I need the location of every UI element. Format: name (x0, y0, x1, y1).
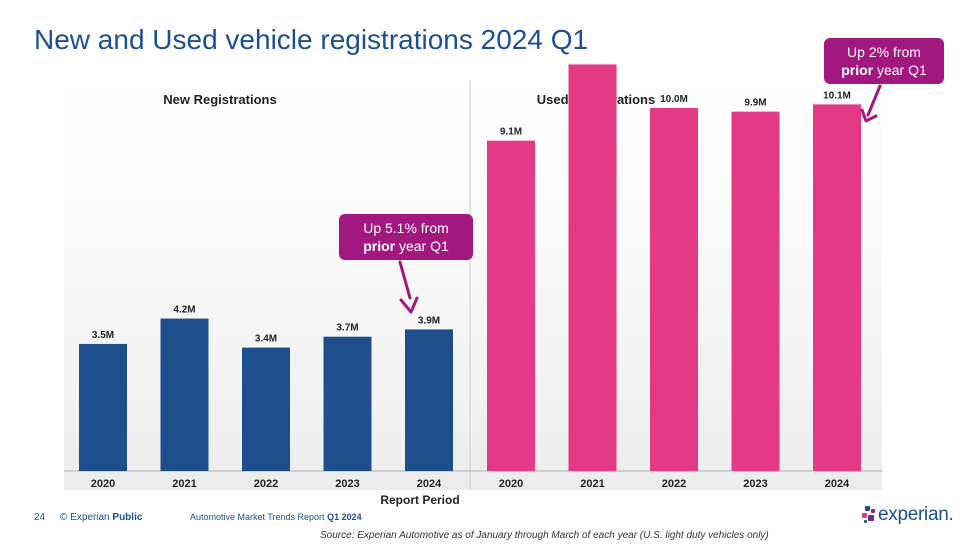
bar-0-2023 (323, 336, 372, 471)
data-label-1-2020: 9.1M (500, 127, 522, 138)
panel-title-0: New Registrations (163, 92, 276, 107)
page-number: 24 (34, 512, 46, 523)
new-callout-arrow (398, 260, 412, 300)
new-callout-bold: prior (363, 238, 396, 254)
data-label-1-2024: 10.1M (823, 90, 851, 101)
tick-label-0-2021: 2021 (172, 478, 196, 490)
data-label-0-2020: 3.5M (92, 330, 114, 341)
tick-label-0-2020: 2020 (91, 478, 115, 490)
experian-logo: experian. (862, 504, 954, 526)
used-callout: Up 2% from prior year Q1 (824, 38, 944, 84)
used-callout-arrow (866, 84, 882, 117)
source-note: Source: Experian Automotive as of Januar… (320, 530, 769, 541)
logo-text: experian. (878, 504, 954, 525)
bar-1-2020 (487, 140, 535, 472)
new-callout-rest: year Q1 (395, 238, 449, 254)
new-callout-arrowhead (399, 296, 419, 314)
data-label-1-2022: 10.0M (660, 94, 688, 105)
classification-text: Public (112, 512, 143, 523)
data-label-1-2023: 9.9M (744, 98, 766, 109)
bar-1-2023 (731, 111, 780, 471)
footer-copyright: © Experian Public (60, 512, 142, 523)
tick-label-1-2020: 2020 (499, 478, 523, 490)
data-label-0-2023: 3.7M (336, 323, 358, 334)
bar-1-2024 (813, 104, 861, 472)
bar-0-2022 (242, 347, 290, 471)
page-title: New and Used vehicle registrations 2024 … (34, 24, 589, 55)
logo-dots-icon (862, 506, 876, 524)
used-callout-bold: prior (841, 62, 874, 78)
footer-report: Automotive Market Trends Report Q1 2024 (190, 512, 362, 522)
new-callout: Up 5.1% from prior year Q1 (339, 214, 473, 260)
report-period: Q1 2024 (327, 512, 362, 522)
copyright-text: © Experian (60, 512, 110, 523)
x-axis-title: Report Period (380, 493, 459, 507)
bar-0-2021 (160, 318, 209, 471)
data-label-0-2024: 3.9M (418, 315, 440, 326)
tick-label-1-2021: 2021 (580, 478, 604, 490)
bar-0-2024 (405, 329, 453, 471)
tick-label-1-2022: 2022 (662, 478, 686, 490)
data-label-0-2022: 3.4M (255, 334, 277, 345)
data-label-0-2021: 4.2M (173, 305, 195, 316)
used-callout-arrowhead (860, 108, 878, 123)
tick-label-1-2023: 2023 (743, 478, 767, 490)
bar-0-2020 (79, 343, 127, 471)
used-callout-line1: Up 2% from (847, 44, 921, 60)
tick-label-0-2023: 2023 (335, 478, 359, 490)
report-name: Automotive Market Trends Report (190, 512, 325, 522)
used-callout-rest: year Q1 (873, 62, 927, 78)
new-callout-line1: Up 5.1% from (363, 220, 449, 236)
tick-label-0-2024: 2024 (417, 478, 442, 490)
tick-label-0-2022: 2022 (254, 478, 278, 490)
tick-label-1-2024: 2024 (825, 478, 850, 490)
bar-1-2022 (650, 108, 698, 471)
bar-1-2021 (568, 64, 617, 471)
